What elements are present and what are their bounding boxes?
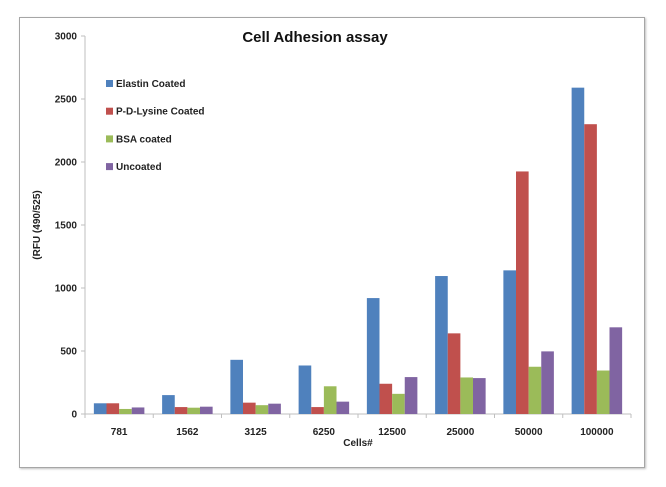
bar-elastin-coated-100000 <box>571 87 585 414</box>
bar-uncoated-6250 <box>336 401 350 414</box>
bar-uncoated-25000 <box>473 378 486 414</box>
x-axis: 781 1562 3125 6250 12500 25000 50000 100000 <box>84 413 632 438</box>
legend-swatch-icon <box>106 135 113 143</box>
bar-bsa-coated-6250 <box>323 386 337 414</box>
y-tick-label: 0 <box>71 410 77 421</box>
bar-p-d-lysine-coated-50000 <box>516 171 529 414</box>
bar-elastin-coated-6250 <box>298 365 312 414</box>
x-tick-label: 100000 <box>580 427 614 438</box>
legend-label: Uncoated <box>116 162 162 173</box>
bar-elastin-coated-25000 <box>435 276 448 414</box>
y-tick-label: 3000 <box>55 32 78 43</box>
y-axis: 0 500 1000 1500 2000 2500 3000 <box>55 32 86 421</box>
bar-uncoated-781 <box>131 407 145 414</box>
bar-uncoated-50000 <box>541 351 554 414</box>
legend-swatch-icon <box>106 80 113 87</box>
legend: Elastin Coated P-D-Lysine Coated BSA coate… <box>106 79 205 173</box>
x-tick-label: 12500 <box>378 427 406 438</box>
legend-swatch-icon <box>106 107 113 115</box>
x-tick-label: 781 <box>111 427 128 438</box>
x-tick-label: 1562 <box>176 427 199 438</box>
bar-p-d-lysine-coated-1562 <box>174 407 188 414</box>
bars <box>93 87 623 414</box>
bar-elastin-coated-50000 <box>503 270 516 414</box>
y-axis-title: (RFU (490/525) <box>32 190 43 259</box>
bar-bsa-coated-50000 <box>528 366 542 414</box>
bar-uncoated-1562 <box>200 406 213 414</box>
bar-bsa-coated-3125 <box>255 405 269 414</box>
bar-elastin-coated-1562 <box>162 395 175 414</box>
bar-uncoated-100000 <box>609 327 623 414</box>
bar-elastin-coated-781 <box>93 403 107 414</box>
bar-uncoated-3125 <box>268 403 281 414</box>
bar-bsa-coated-12500 <box>392 393 405 414</box>
bar-p-d-lysine-coated-6250 <box>311 407 324 414</box>
y-tick-label: 2500 <box>55 95 78 106</box>
bar-bsa-coated-1562 <box>187 407 201 414</box>
bar-bsa-coated-25000 <box>460 377 474 414</box>
legend-label: P-D-Lysine Coated <box>116 107 205 118</box>
x-tick-label: 25000 <box>446 427 474 438</box>
y-tick-label: 1500 <box>55 221 78 232</box>
y-tick-label: 2000 <box>55 158 78 169</box>
y-tick-label: 1000 <box>55 284 78 295</box>
bar-uncoated-12500 <box>404 377 418 414</box>
legend-label: BSA coated <box>116 134 172 145</box>
chart-title: Cell Adhesion assay <box>242 29 388 46</box>
bar-p-d-lysine-coated-3125 <box>243 402 256 414</box>
x-tick-label: 3125 <box>245 427 268 438</box>
bar-p-d-lysine-coated-12500 <box>379 383 393 414</box>
y-tick-label: 500 <box>60 347 77 358</box>
bar-p-d-lysine-coated-100000 <box>584 124 597 414</box>
x-tick-label: 50000 <box>515 427 543 438</box>
x-tick-label: 6250 <box>313 427 336 438</box>
legend-swatch-icon <box>106 163 113 171</box>
bar-bsa-coated-100000 <box>596 370 610 414</box>
x-axis-title: Cells# <box>343 438 373 449</box>
bar-p-d-lysine-coated-25000 <box>447 333 461 414</box>
legend-label: Elastin Coated <box>116 79 185 90</box>
bar-elastin-coated-3125 <box>230 359 243 414</box>
bar-p-d-lysine-coated-781 <box>106 403 120 414</box>
bar-elastin-coated-12500 <box>366 298 380 414</box>
bar-bsa-coated-781 <box>119 408 132 414</box>
